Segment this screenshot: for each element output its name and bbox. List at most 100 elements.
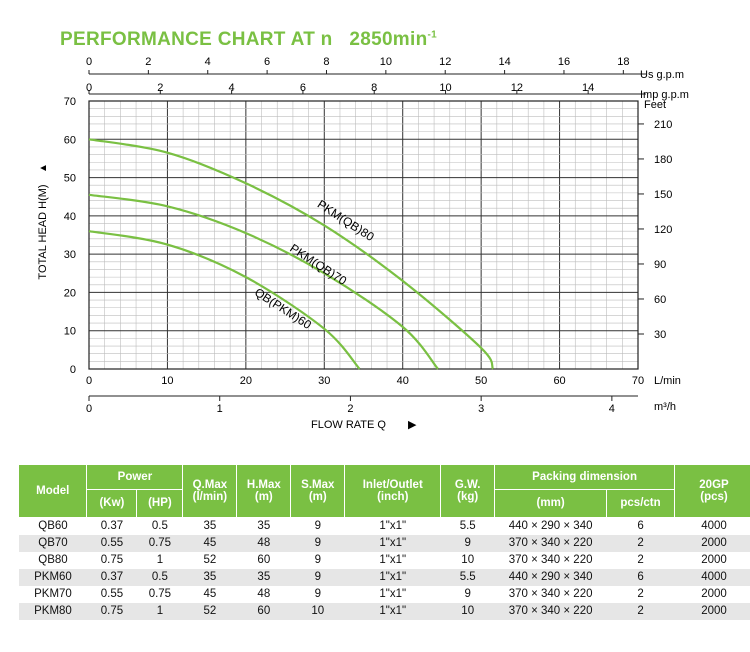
- imp_gpm-tick-label: 12: [511, 82, 523, 94]
- table-cell: 2: [606, 551, 675, 569]
- spec-table: Model Power Q.Max (l/min) H.Max (m) S.Max(…: [19, 465, 750, 620]
- table-cell: 2: [606, 602, 675, 620]
- table-cell: 45: [182, 585, 237, 603]
- y-axis-title: TOTAL HEAD H(M): [37, 184, 49, 279]
- table-row: PKM60 0.37 0.5 35 35 9 1"x1" 5.5 440 × 290 × 340…: [19, 568, 750, 586]
- header-gw-label: G.W.: [454, 478, 481, 491]
- y-tick-label: 0: [70, 364, 76, 376]
- table-cell: 1"x1": [344, 517, 441, 535]
- imp_gpm-tick-label: 10: [439, 82, 451, 94]
- table-cell: 440 × 290 × 340: [494, 568, 607, 586]
- m3h-tick-label: 4: [609, 403, 615, 415]
- table-cell: 370 × 340 × 220: [494, 551, 607, 569]
- y-tick-label: 40: [64, 211, 76, 223]
- header-inlet: Inlet/Outlet (inch): [344, 465, 442, 518]
- table-cell: 370 × 340 × 220: [494, 534, 607, 552]
- table-cell: 2: [606, 534, 675, 552]
- table-cell: 0.55: [86, 534, 137, 552]
- header-pcsctn: pcs/ctn: [606, 489, 675, 518]
- header-packing: Packing dimension: [494, 465, 675, 490]
- series-line-qbpkm60: [88, 230, 361, 370]
- x-tick-label: 40: [397, 375, 409, 387]
- table-cell: 6: [606, 568, 675, 586]
- us_gpm-tick-label: 8: [323, 56, 329, 68]
- us_gpm-tick-label: 18: [617, 56, 629, 68]
- header-qmax-unit: (l/min): [192, 490, 228, 503]
- us_gpm-tick-label: 12: [439, 56, 451, 68]
- table-cell: 9: [440, 585, 495, 603]
- header-20gp-label: 20GP: [699, 478, 729, 491]
- table-cell: 60: [236, 551, 291, 569]
- header-20gp: 20GP (pcs): [674, 465, 750, 518]
- feet-tick-label: 90: [654, 259, 666, 271]
- table-cell: 52: [182, 602, 237, 620]
- feet-tick-label: 120: [654, 224, 672, 236]
- table-cell: PKM80: [19, 602, 87, 620]
- header-smax: S.Max (m): [290, 465, 346, 518]
- table-cell: 9: [440, 534, 495, 552]
- table-cell: 9: [290, 534, 345, 552]
- table-cell: 2000: [674, 534, 750, 552]
- table-cell: 35: [236, 568, 291, 586]
- table-row: QB80 0.75 1 52 60 9 1"x1" 10 370 × 340 × 220 2 200…: [19, 551, 750, 569]
- table-cell: 9: [290, 517, 345, 535]
- header-hmax-label: H.Max: [246, 478, 281, 491]
- table-cell: 0.75: [136, 534, 183, 552]
- table-cell: 2000: [674, 602, 750, 620]
- x-tick-label: 60: [553, 375, 565, 387]
- table-row: QB70 0.55 0.75 45 48 9 1"x1" 9 370 × 340 × 220 2 2…: [19, 534, 750, 552]
- table-cell: PKM60: [19, 568, 87, 586]
- m3h-tick-label: 1: [217, 403, 223, 415]
- chart-title-speed-sup: -1: [427, 29, 437, 41]
- y-tick-label: 20: [64, 287, 76, 299]
- header-inlet-unit: (inch): [377, 490, 409, 503]
- table-cell: 1"x1": [344, 534, 441, 552]
- table-cell: 0.5: [136, 568, 183, 586]
- table-row: PKM70 0.55 0.75 45 48 9 1"x1" 9 370 × 340 × 220 2…: [19, 585, 750, 603]
- y-tick-label: 10: [64, 326, 76, 338]
- table-cell: 35: [182, 568, 237, 586]
- table-cell: 60: [236, 602, 291, 620]
- header-hmax: H.Max (m): [236, 465, 292, 518]
- table-cell: 0.75: [86, 551, 137, 569]
- feet-tick-label: 60: [654, 294, 666, 306]
- header-gw-unit: (kg): [457, 490, 479, 503]
- m3h-tick-label: 0: [86, 403, 92, 415]
- imp_gpm-tick-label: 8: [371, 82, 377, 94]
- header-hp: (HP): [136, 489, 184, 518]
- table-cell: 0.37: [86, 568, 137, 586]
- x-tick-label: 70: [632, 375, 644, 387]
- table-cell: 35: [182, 517, 237, 535]
- table-cell: 0.37: [86, 517, 137, 535]
- table-cell: 10: [290, 602, 345, 620]
- x-unit-label: L/min: [654, 375, 681, 387]
- table-cell: 1"x1": [344, 551, 441, 569]
- header-smax-label: S.Max: [301, 478, 335, 491]
- table-cell: 2000: [674, 551, 750, 569]
- feet-unit-label: Feet: [644, 99, 666, 111]
- table-cell: 1: [136, 551, 183, 569]
- table-cell: 0.55: [86, 585, 137, 603]
- table-cell: QB70: [19, 534, 87, 552]
- header-qmax: Q.Max (l/min): [182, 465, 238, 518]
- us_gpm-tick-label: 16: [558, 56, 570, 68]
- table-cell: 9: [290, 585, 345, 603]
- x-axis-arrow: ▶: [408, 419, 417, 431]
- us_gpm-tick-label: 14: [498, 56, 510, 68]
- table-cell: 10: [440, 602, 495, 620]
- table-cell: 45: [182, 534, 237, 552]
- x-tick-label: 20: [240, 375, 252, 387]
- feet-tick-label: 210: [654, 119, 672, 131]
- table-cell: 370 × 340 × 220: [494, 585, 607, 603]
- imp_gpm-tick-label: 6: [300, 82, 306, 94]
- series-line-pkmqb80: [88, 138, 494, 370]
- us_gpm-tick-label: 10: [380, 56, 392, 68]
- y-axis-arrow: ▲: [38, 163, 49, 173]
- header-smax-unit: (m): [308, 490, 327, 503]
- us_gpm-unit-label: Us g.p.m: [640, 69, 684, 81]
- spec-table-body: QB60 0.37 0.5 35 35 9 1"x1" 5.5 440 × 290 × 340 6…: [19, 517, 750, 620]
- x-axis-title: FLOW RATE Q: [311, 419, 386, 431]
- chart-title-speed: 2850min: [349, 29, 428, 50]
- table-cell: 0.5: [136, 517, 183, 535]
